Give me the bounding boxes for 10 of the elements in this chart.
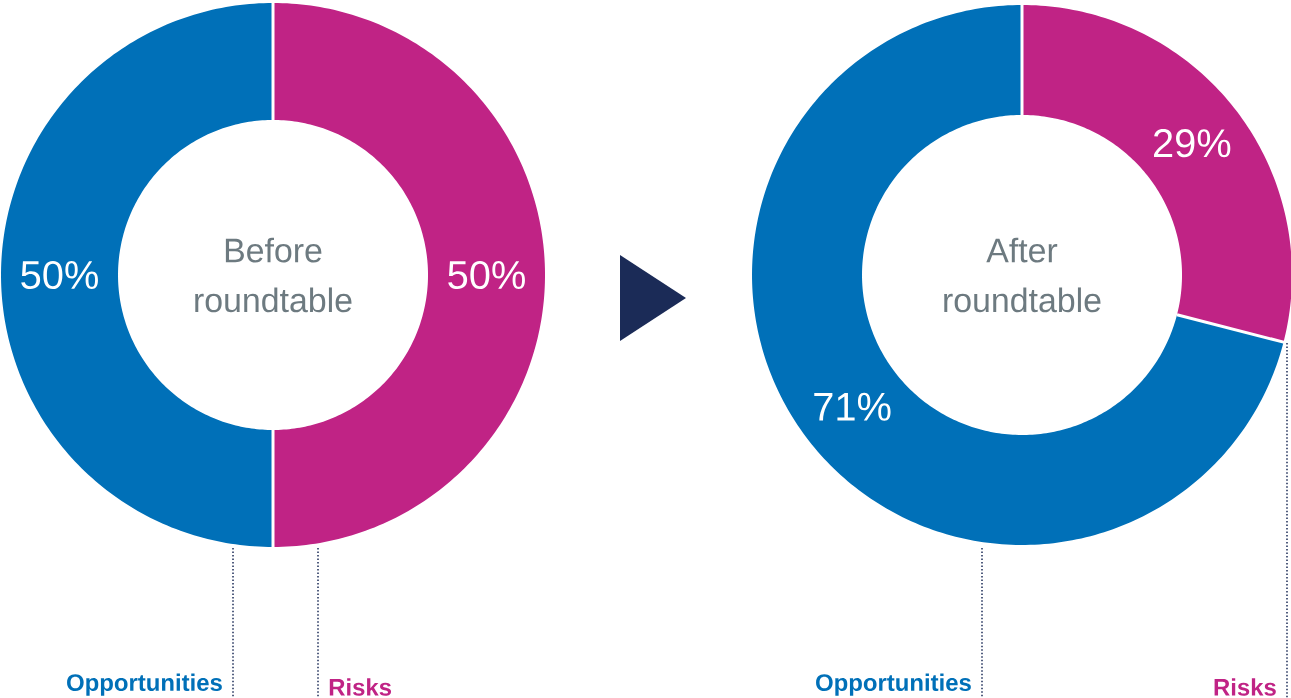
- data-label: 29%: [1154, 129, 1231, 158]
- text: Before roundtable: [195, 237, 352, 313]
- data-label: 50%: [448, 260, 525, 290]
- data-label: 50%: [21, 260, 98, 290]
- text: After roundtable: [944, 237, 1101, 313]
- slice-label: Risks: [329, 678, 392, 696]
- slice-label: Opportunities: [67, 673, 222, 696]
- data-label: 71%: [814, 392, 891, 421]
- slice-label: Risks: [1214, 678, 1276, 696]
- slice-label: Opportunities: [816, 673, 971, 696]
